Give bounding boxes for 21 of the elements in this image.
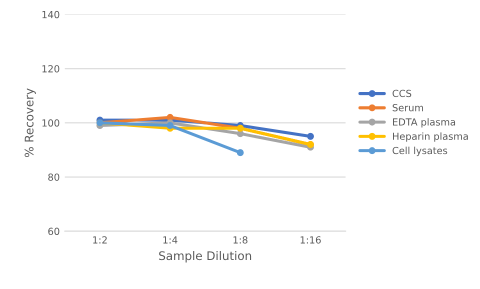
x-tick-label: 1:8: [234, 236, 248, 244]
y-tick-label: 100: [42, 119, 60, 127]
point: [236, 149, 244, 156]
y-tick-label: 60: [48, 228, 60, 236]
x-tick-label: 1:16: [300, 236, 321, 244]
y-axis-title: % Recovery: [24, 88, 36, 158]
legend-label: Heparin plasma: [393, 132, 468, 142]
legend-label: EDTA plasma: [393, 118, 456, 128]
x-axis-title: Sample Dilution: [159, 251, 252, 262]
y-tick-label: 80: [48, 173, 60, 181]
legend-label: CCS: [392, 90, 412, 98]
y-tick-label: 140: [42, 10, 60, 18]
x-tick-label: 1:4: [163, 236, 178, 244]
point: [307, 132, 314, 140]
legend-label: Serum: [392, 104, 424, 112]
point: [166, 114, 174, 121]
legend-label: Cell lysates: [392, 146, 448, 156]
point: [166, 122, 174, 130]
y-tick-label: 120: [42, 65, 60, 72]
x-tick-label: 1:2: [93, 236, 107, 244]
point: [236, 130, 244, 138]
